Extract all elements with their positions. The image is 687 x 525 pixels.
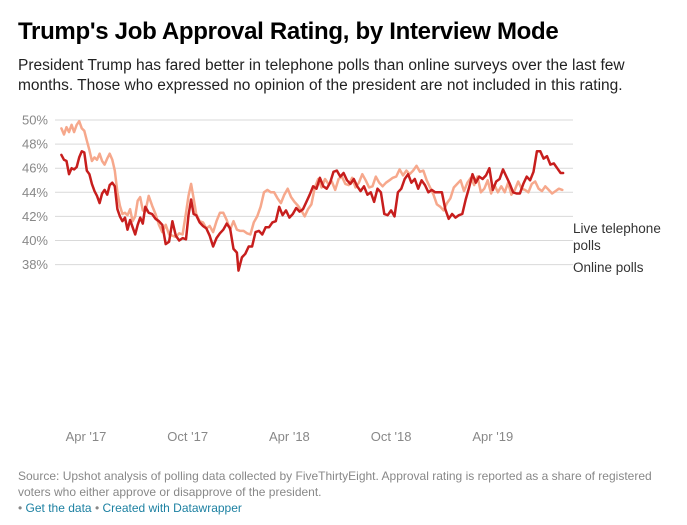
legend: Live telephone polls Online polls xyxy=(573,221,661,275)
chart-title: Trump's Job Approval Rating, by Intervie… xyxy=(18,18,559,45)
y-axis: 50% 48% 46% 44% 42% 40% 38% xyxy=(22,113,48,273)
y-tick-label: 44% xyxy=(22,185,48,200)
y-tick-label: 38% xyxy=(22,257,48,272)
y-tick-label: 50% xyxy=(22,113,48,128)
x-tick-label: Apr '18 xyxy=(269,429,310,444)
y-tick-label: 42% xyxy=(22,209,48,224)
legend-live-telephone-polls: Live telephone polls xyxy=(573,221,661,253)
chart-subtitle: President Trump has fared better in tele… xyxy=(18,57,625,94)
y-tick-label: 48% xyxy=(22,137,48,152)
y-tick-label: 46% xyxy=(22,161,48,176)
live-telephone-polls-line xyxy=(60,150,565,272)
x-tick-label: Apr '17 xyxy=(66,429,107,444)
series-lines xyxy=(60,119,565,272)
y-tick-label: 40% xyxy=(22,233,48,248)
bullet: • xyxy=(18,501,23,515)
bullet: • xyxy=(94,501,100,515)
x-axis: Apr '17 Oct '17 Apr '18 Oct '18 Apr '19 xyxy=(66,429,514,444)
chart-area: 50%48%46%44%42%40%38% Apr '17 Oct '17 Apr … xyxy=(22,113,661,445)
datawrapper-link[interactable]: Created with Datawrapper xyxy=(102,501,242,515)
chart-footer: Source: Upshot analysis of polling data … xyxy=(18,468,678,516)
get-data-link[interactable]: Get the data xyxy=(25,501,92,515)
legend-online-polls: Online polls xyxy=(573,260,644,275)
x-tick-label: Oct '18 xyxy=(371,429,412,444)
x-tick-label: Apr '19 xyxy=(472,429,513,444)
online-polls-line xyxy=(60,119,564,239)
source-note: Source: Upshot analysis of polling data … xyxy=(18,469,652,499)
x-tick-label: Oct '17 xyxy=(167,429,208,444)
